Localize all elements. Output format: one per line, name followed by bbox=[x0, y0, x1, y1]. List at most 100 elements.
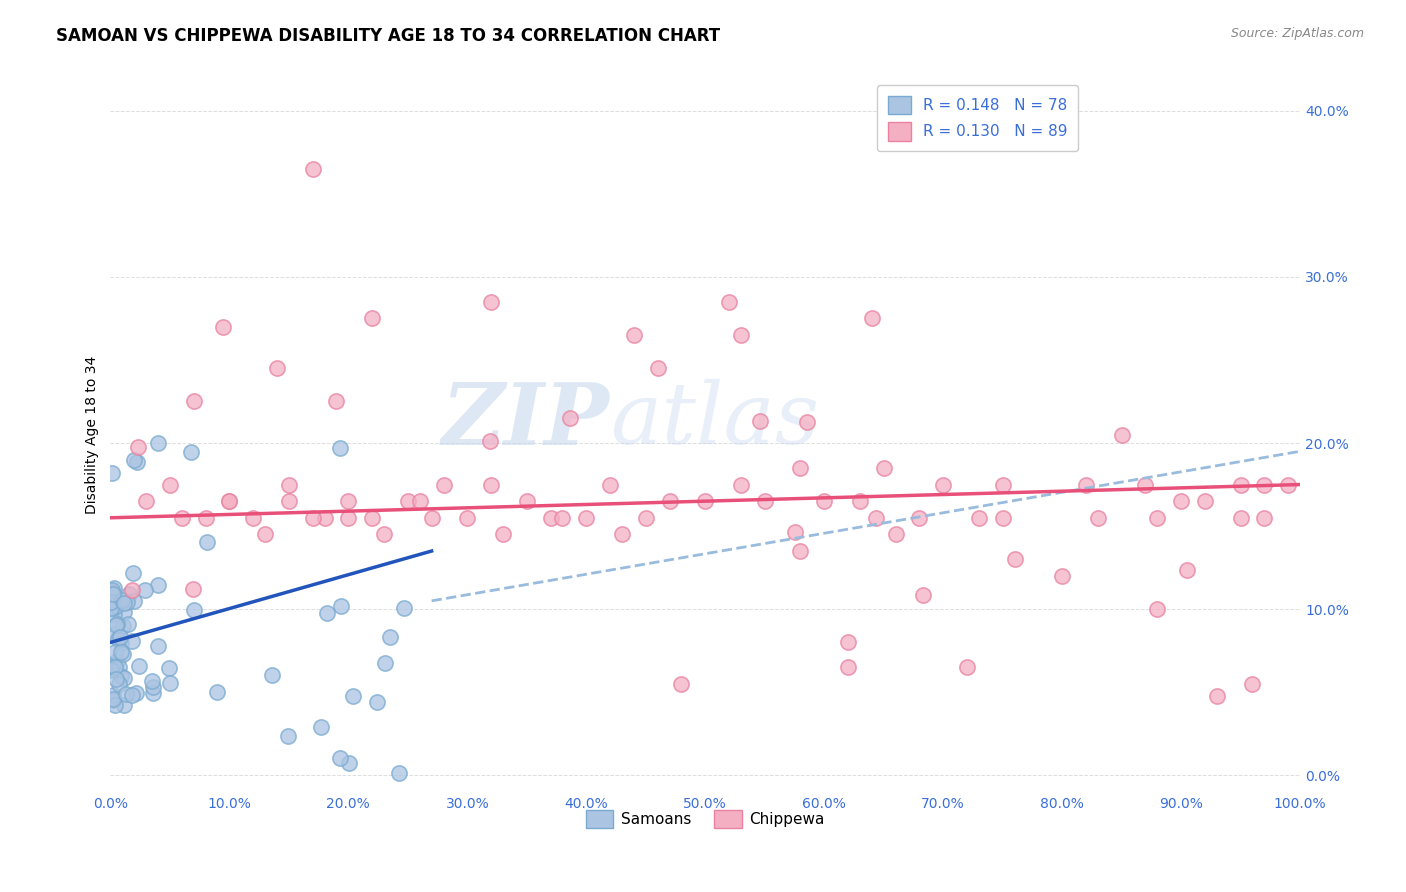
Point bbox=[135, 494, 157, 508]
Point bbox=[849, 494, 872, 508]
Text: ZIP: ZIP bbox=[443, 379, 610, 462]
Point bbox=[100, 660, 122, 674]
Point bbox=[1229, 510, 1251, 524]
Point bbox=[107, 632, 129, 647]
Point bbox=[789, 544, 811, 558]
Point bbox=[337, 510, 360, 524]
Point bbox=[671, 677, 693, 691]
Point bbox=[146, 639, 169, 653]
Point bbox=[218, 494, 240, 508]
Point bbox=[1111, 427, 1133, 442]
Point bbox=[115, 595, 138, 609]
Point bbox=[181, 582, 204, 596]
Point bbox=[159, 675, 181, 690]
Point bbox=[623, 328, 645, 343]
Point bbox=[105, 654, 128, 668]
Point bbox=[128, 658, 150, 673]
Point bbox=[1277, 477, 1299, 491]
Point bbox=[695, 494, 717, 508]
Point bbox=[112, 698, 135, 713]
Point bbox=[101, 691, 124, 706]
Point bbox=[100, 601, 122, 615]
Point bbox=[991, 477, 1014, 491]
Point bbox=[575, 510, 598, 524]
Point bbox=[783, 524, 806, 539]
Point bbox=[100, 664, 122, 678]
Point bbox=[112, 605, 135, 619]
Point bbox=[329, 441, 352, 455]
Point bbox=[242, 510, 264, 524]
Point bbox=[373, 527, 395, 541]
Point bbox=[218, 494, 240, 508]
Point bbox=[837, 660, 859, 674]
Point bbox=[309, 720, 332, 734]
Point bbox=[112, 648, 135, 662]
Point bbox=[316, 606, 339, 620]
Point bbox=[180, 445, 202, 459]
Point bbox=[104, 672, 127, 686]
Point bbox=[873, 461, 896, 475]
Point bbox=[1229, 477, 1251, 491]
Point bbox=[121, 583, 143, 598]
Point bbox=[118, 587, 141, 601]
Point bbox=[911, 588, 934, 602]
Point bbox=[325, 394, 347, 409]
Point bbox=[121, 688, 143, 702]
Point bbox=[301, 510, 323, 524]
Point bbox=[110, 669, 132, 683]
Point bbox=[456, 510, 478, 524]
Point bbox=[101, 467, 124, 481]
Point bbox=[748, 414, 770, 428]
Point bbox=[1241, 677, 1264, 691]
Point bbox=[122, 452, 145, 467]
Point bbox=[121, 566, 143, 580]
Point bbox=[205, 684, 228, 698]
Point bbox=[1050, 569, 1073, 583]
Point bbox=[112, 672, 135, 686]
Point bbox=[100, 583, 122, 598]
Point bbox=[1205, 689, 1227, 703]
Point bbox=[329, 599, 352, 613]
Point bbox=[1194, 494, 1216, 508]
Point bbox=[170, 510, 193, 524]
Point bbox=[103, 587, 125, 601]
Point bbox=[134, 582, 156, 597]
Point bbox=[277, 494, 299, 508]
Point bbox=[516, 494, 538, 508]
Point bbox=[111, 593, 134, 607]
Point bbox=[101, 688, 124, 702]
Point bbox=[101, 693, 124, 707]
Point bbox=[314, 510, 336, 524]
Legend: Samoans, Chippewa: Samoans, Chippewa bbox=[579, 804, 831, 834]
Point bbox=[110, 645, 132, 659]
Point bbox=[103, 607, 125, 621]
Point bbox=[860, 311, 883, 326]
Point bbox=[658, 494, 681, 508]
Point bbox=[610, 527, 633, 541]
Point bbox=[991, 510, 1014, 524]
Point bbox=[146, 436, 169, 450]
Point bbox=[789, 461, 811, 475]
Point bbox=[392, 601, 415, 615]
Point bbox=[142, 686, 165, 700]
Point bbox=[254, 527, 277, 541]
Point bbox=[478, 434, 501, 448]
Point bbox=[266, 361, 288, 376]
Point bbox=[104, 599, 127, 614]
Point bbox=[551, 510, 574, 524]
Point bbox=[956, 660, 979, 674]
Point bbox=[183, 394, 205, 409]
Point bbox=[908, 510, 931, 524]
Point bbox=[361, 510, 384, 524]
Point bbox=[1146, 510, 1168, 524]
Point bbox=[730, 328, 752, 343]
Point bbox=[194, 510, 217, 524]
Point bbox=[1177, 563, 1199, 577]
Point bbox=[1170, 494, 1192, 508]
Point bbox=[420, 510, 443, 524]
Point bbox=[101, 583, 124, 598]
Point bbox=[342, 689, 364, 703]
Text: SAMOAN VS CHIPPEWA DISABILITY AGE 18 TO 34 CORRELATION CHART: SAMOAN VS CHIPPEWA DISABILITY AGE 18 TO … bbox=[56, 27, 720, 45]
Point bbox=[159, 477, 181, 491]
Point bbox=[796, 415, 818, 429]
